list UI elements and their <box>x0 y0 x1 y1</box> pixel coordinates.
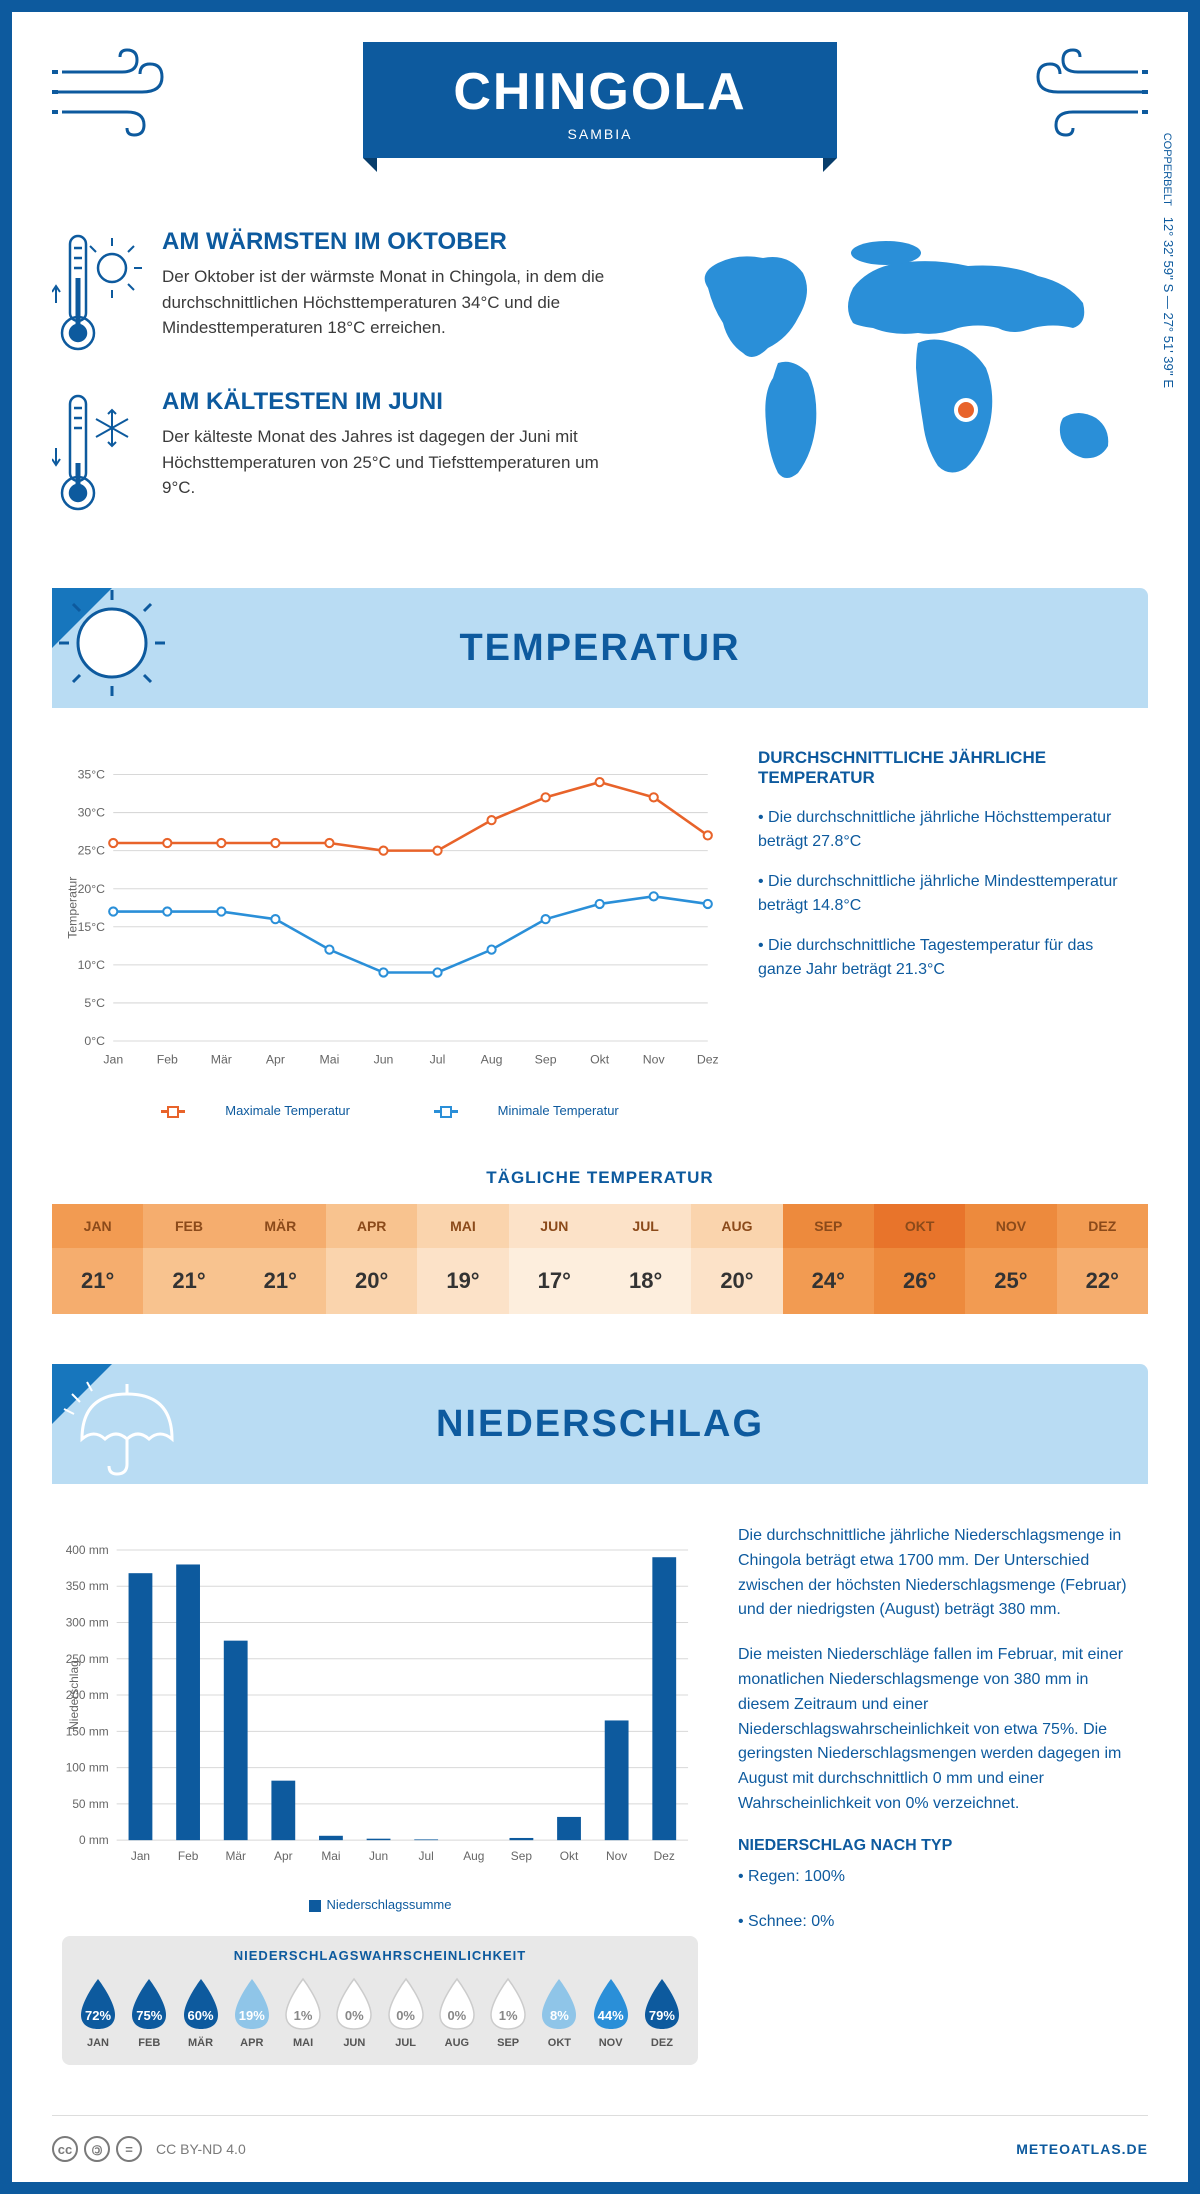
svg-text:25°C: 25°C <box>78 844 106 858</box>
city-title: CHINGOLA <box>453 62 746 122</box>
svg-text:Mär: Mär <box>225 1849 246 1863</box>
svg-text:Jul: Jul <box>430 1053 446 1067</box>
coldest-title: AM KÄLTESTEN IM JUNI <box>162 388 628 416</box>
world-map: COPPERBELT 12° 32' 59'' S — 27° 51' 39''… <box>668 228 1148 548</box>
warmest-text: Der Oktober ist der wärmste Monat in Chi… <box>162 264 628 341</box>
svg-text:Jun: Jun <box>369 1849 388 1863</box>
svg-text:400 mm: 400 mm <box>66 1543 109 1557</box>
title-banner: CHINGOLA SAMBIA <box>363 42 836 158</box>
svg-text:Sep: Sep <box>535 1053 557 1067</box>
svg-text:300 mm: 300 mm <box>66 1615 109 1629</box>
svg-text:Feb: Feb <box>157 1053 178 1067</box>
warmest-fact: AM WÄRMSTEN IM OKTOBER Der Oktober ist d… <box>52 228 628 358</box>
coldest-fact: AM KÄLTESTEN IM JUNI Der kälteste Monat … <box>52 388 628 518</box>
svg-text:Temperatur: Temperatur <box>65 877 79 939</box>
svg-text:20°C: 20°C <box>78 882 106 896</box>
svg-text:Aug: Aug <box>463 1849 484 1863</box>
svg-text:Sep: Sep <box>511 1849 533 1863</box>
temperature-line-chart: 0°C 5°C 10°C 15°C 20°C 25°C 30°C 35°C Jan Feb Mär A… <box>62 748 718 1118</box>
svg-text:Mär: Mär <box>211 1053 232 1067</box>
line-chart-legend: Maximale Temperatur Minimale Temperatur <box>62 1103 718 1118</box>
svg-text:Niederschlag: Niederschlag <box>67 1660 81 1730</box>
svg-text:0 mm: 0 mm <box>79 1833 109 1847</box>
precipitation-bar-chart: 0 mm50 mm100 mm150 mm200 mm250 mm300 mm3… <box>62 1524 698 1884</box>
svg-text:Aug: Aug <box>481 1053 503 1067</box>
svg-text:Jul: Jul <box>419 1849 434 1863</box>
umbrella-icon <box>52 1364 192 1484</box>
sun-icon <box>52 588 192 708</box>
precipitation-probability: NIEDERSCHLAGSWAHRSCHEINLICHKEIT 72%JAN75… <box>62 1936 698 2065</box>
header: CHINGOLA SAMBIA <box>52 12 1148 208</box>
svg-text:350 mm: 350 mm <box>66 1579 109 1593</box>
footer: cc🄯= CC BY-ND 4.0 METEOATLAS.DE <box>52 2115 1148 2182</box>
svg-text:0°C: 0°C <box>84 1034 105 1048</box>
svg-text:Okt: Okt <box>560 1849 579 1863</box>
temperature-summary: DURCHSCHNITTLICHE JÄHRLICHE TEMPERATUR •… <box>758 748 1138 1118</box>
svg-text:5°C: 5°C <box>84 996 105 1010</box>
precipitation-section-header: NIEDERSCHLAG <box>52 1364 1148 1484</box>
bar-chart-legend: Niederschlagssumme <box>62 1897 698 1912</box>
svg-text:Mai: Mai <box>320 1053 340 1067</box>
country-subtitle: SAMBIA <box>453 126 746 142</box>
section-title: NIEDERSCHLAG <box>436 1403 764 1446</box>
temperature-section-header: TEMPERATUR <box>52 588 1148 708</box>
wind-icon <box>52 42 182 142</box>
thermometer-sun-icon <box>52 228 142 358</box>
wind-icon <box>1018 42 1148 142</box>
svg-text:50 mm: 50 mm <box>72 1797 108 1811</box>
svg-text:Jan: Jan <box>103 1053 123 1067</box>
svg-text:Nov: Nov <box>606 1849 627 1863</box>
svg-text:Mai: Mai <box>321 1849 340 1863</box>
svg-text:Dez: Dez <box>654 1849 675 1863</box>
svg-text:Jan: Jan <box>131 1849 150 1863</box>
daily-temp-table: JAN21°FEB21°MÄR21°APR20°MAI19°JUN17°JUL1… <box>52 1204 1148 1314</box>
warmest-title: AM WÄRMSTEN IM OKTOBER <box>162 228 628 256</box>
section-title: TEMPERATUR <box>459 627 740 670</box>
svg-text:Okt: Okt <box>590 1053 610 1067</box>
svg-text:10°C: 10°C <box>78 958 106 972</box>
svg-text:30°C: 30°C <box>78 806 106 820</box>
svg-text:100 mm: 100 mm <box>66 1761 109 1775</box>
site-name: METEOATLAS.DE <box>1016 2141 1148 2157</box>
svg-text:Nov: Nov <box>643 1053 666 1067</box>
precipitation-summary: Die durchschnittliche jährliche Niedersc… <box>738 1524 1138 2065</box>
intro-section: AM WÄRMSTEN IM OKTOBER Der Oktober ist d… <box>52 228 1148 548</box>
svg-text:35°C: 35°C <box>78 768 106 782</box>
coordinates: COPPERBELT 12° 32' 59'' S — 27° 51' 39''… <box>1161 133 1176 388</box>
svg-text:15°C: 15°C <box>78 920 106 934</box>
svg-text:Apr: Apr <box>274 1849 293 1863</box>
svg-text:Feb: Feb <box>178 1849 199 1863</box>
svg-text:Jun: Jun <box>374 1053 394 1067</box>
svg-text:Apr: Apr <box>266 1053 285 1067</box>
coldest-text: Der kälteste Monat des Jahres ist dagege… <box>162 424 628 501</box>
svg-text:Dez: Dez <box>697 1053 718 1067</box>
daily-temp-title: TÄGLICHE TEMPERATUR <box>52 1168 1148 1188</box>
thermometer-snow-icon <box>52 388 142 518</box>
